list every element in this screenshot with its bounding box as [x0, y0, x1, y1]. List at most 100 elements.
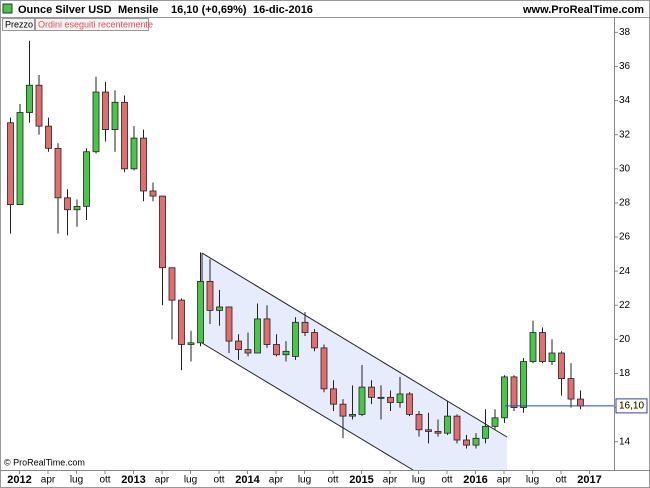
legend-box [2, 18, 35, 31]
candle-body [510, 376, 518, 408]
candle-body [577, 398, 584, 407]
candle-body [92, 91, 100, 153]
candle-body [491, 417, 499, 427]
x-tick-label: 2014 [235, 474, 260, 486]
candle-body [83, 151, 90, 207]
channel-line [201, 252, 508, 438]
y-tick-label: 22 [619, 300, 631, 311]
candle-body [273, 344, 280, 356]
candle-body [463, 439, 470, 446]
candle-body [197, 280, 204, 344]
candle-body [178, 299, 185, 345]
candle-body [216, 306, 223, 311]
x-tick-label: 2015 [349, 474, 373, 486]
candle-body [168, 267, 176, 301]
date: 16-dic-2016 [253, 4, 313, 16]
candle-body [339, 403, 347, 417]
candle-body [567, 378, 575, 400]
channel-line [201, 342, 414, 471]
channel-fill [202, 253, 507, 470]
x-tick-label: lug [184, 475, 197, 486]
last-price-label: 16,10 [619, 401, 644, 412]
x-tick-label: lug [412, 475, 425, 486]
x-tick-label: apr [155, 475, 170, 486]
y-tick-label: 26 [619, 232, 631, 243]
candle-body [434, 431, 442, 434]
x-tick-label: ott [213, 475, 224, 486]
candle-body [7, 122, 14, 206]
candle-body [64, 197, 71, 211]
legend-box [35, 18, 149, 31]
candle-body [330, 388, 337, 405]
candle-body [548, 352, 556, 362]
x-tick-label: ott [441, 475, 452, 486]
candle-body [311, 332, 318, 349]
y-tick-label: 28 [619, 198, 631, 209]
candle-body [472, 437, 480, 446]
x-tick-label: apr [497, 475, 512, 486]
candle-body [292, 321, 299, 357]
legend-label: Ordini eseguiti recentemente [38, 19, 153, 29]
candle-body [16, 112, 24, 206]
candle-body [149, 190, 157, 197]
candle-body [539, 332, 546, 362]
last-price-tag [615, 398, 648, 414]
candle-body [54, 147, 62, 199]
x-tick-label: lug [526, 475, 539, 486]
legend-label: Prezzo [5, 19, 33, 29]
candle-body [102, 91, 109, 130]
candle-body [35, 84, 43, 127]
candle-body [263, 318, 271, 345]
y-tick-label: 14 [619, 436, 631, 447]
x-tick-label: 2013 [121, 474, 145, 486]
candle-body [111, 101, 119, 130]
chart-title: Ounce Silver USD [18, 4, 112, 16]
copyright: © ProRealTime.com [4, 457, 85, 467]
candle-body [444, 415, 451, 434]
x-tick-label: ott [555, 475, 566, 486]
candle-body [235, 340, 242, 351]
candle-body [187, 342, 195, 345]
x-tick-label: ott [327, 475, 338, 486]
candle-body [349, 414, 356, 417]
candle-body [254, 318, 261, 354]
y-tick-label: 30 [619, 163, 631, 174]
y-tick-label: 32 [619, 129, 631, 140]
y-tick-label: 18 [619, 368, 631, 379]
candle-body [301, 321, 309, 333]
x-tick-label: lug [70, 475, 83, 486]
candle-body [73, 205, 81, 211]
candle-body [368, 386, 375, 398]
candle-body [159, 195, 166, 269]
candle-body [387, 396, 394, 403]
candle-body [206, 280, 214, 311]
x-tick-label: apr [383, 475, 398, 486]
period: Mensile [118, 4, 158, 16]
candle-body [320, 347, 328, 390]
candle-body [358, 386, 366, 415]
candle-body [225, 306, 233, 342]
y-tick-label: 38 [619, 27, 631, 38]
candle-body [377, 396, 385, 399]
candle-body [121, 101, 128, 170]
x-tick-label: apr [41, 475, 56, 486]
candle-body [244, 349, 252, 354]
candle-body [529, 332, 537, 362]
candle-body [45, 125, 52, 149]
candle-body [415, 414, 423, 431]
header-icon [2, 3, 13, 14]
y-tick-label: 34 [619, 95, 631, 106]
candle-body [130, 137, 138, 170]
candle-body [406, 393, 413, 415]
x-tick-label: 2012 [7, 474, 31, 486]
candle-body [282, 350, 290, 356]
x-tick-label: apr [269, 475, 284, 486]
x-tick-label: 2017 [577, 474, 601, 486]
x-tick-label: ott [99, 475, 110, 486]
candle-body [26, 84, 33, 113]
x-tick-label: lug [298, 475, 311, 486]
candle-body [558, 352, 565, 380]
candle-body [425, 429, 432, 432]
